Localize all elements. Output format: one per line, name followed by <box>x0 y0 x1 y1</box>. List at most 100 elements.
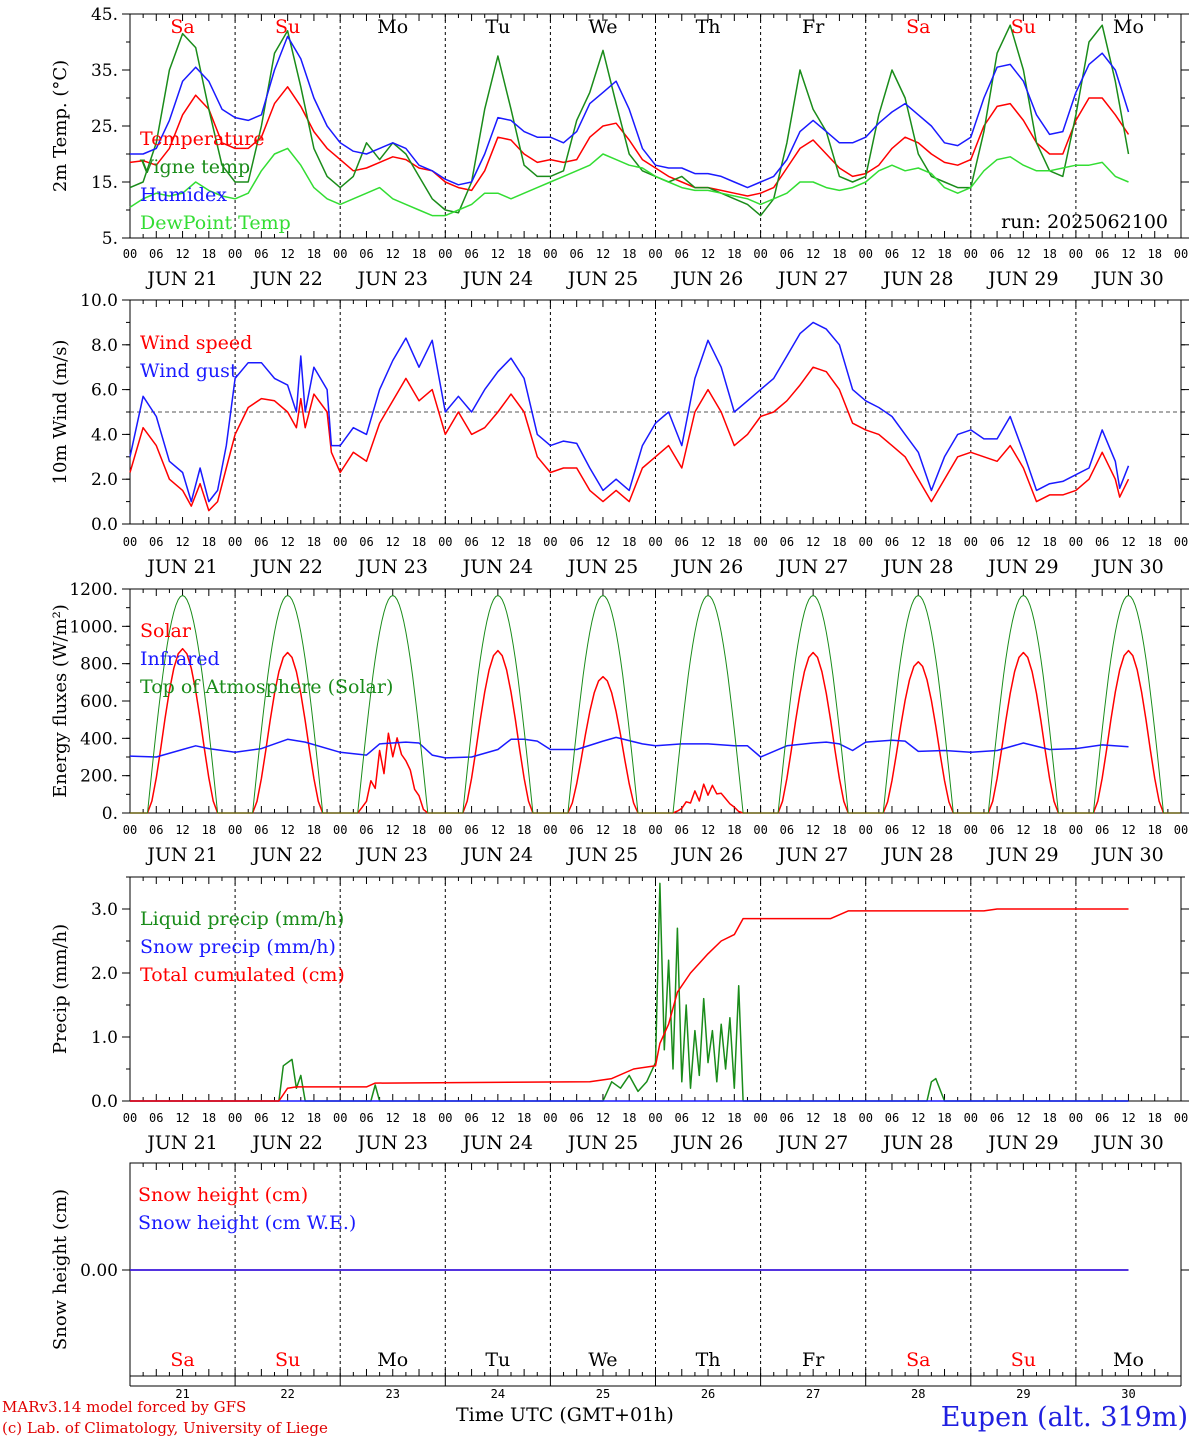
y-axis-label: Precip (mm/h) <box>50 924 71 1054</box>
hour-tick-label: 18 <box>1147 1111 1161 1125</box>
y-tick-label: 45. <box>91 5 118 25</box>
hour-tick-label: 06 <box>569 823 583 837</box>
hour-tick-label: 06 <box>149 823 163 837</box>
legend-entry: Temperature <box>140 128 264 150</box>
hour-tick-label: 18 <box>307 247 321 261</box>
hour-tick-label: 00 <box>123 1111 137 1125</box>
hour-tick-label: 18 <box>1042 1111 1056 1125</box>
hour-tick-label: 00 <box>543 823 557 837</box>
hour-tick-label: 18 <box>202 535 216 549</box>
hour-tick-label: 12 <box>1016 247 1030 261</box>
hour-tick-label: 00 <box>123 823 137 837</box>
date-label: JUN 21 <box>145 556 217 578</box>
hour-tick-label: 12 <box>280 247 294 261</box>
hour-tick-label: 06 <box>675 535 689 549</box>
hour-tick-label: 12 <box>386 1111 400 1125</box>
hour-tick-label: 18 <box>1042 823 1056 837</box>
hour-tick-label: 06 <box>780 535 794 549</box>
legend-entry: Snow height (cm W.E.) <box>138 1212 356 1234</box>
hour-tick-label: 18 <box>937 1111 951 1125</box>
hour-tick-label: 00 <box>964 1111 978 1125</box>
day-number-label: 26 <box>701 1387 715 1401</box>
hour-tick-label: 18 <box>412 823 426 837</box>
y-tick-label: 0.00 <box>80 1261 118 1281</box>
hour-tick-label: 18 <box>517 823 531 837</box>
hour-tick-label: 12 <box>1121 823 1135 837</box>
y-tick-label: 25. <box>91 117 118 137</box>
hour-tick-label: 18 <box>727 1111 741 1125</box>
hour-tick-label: 06 <box>359 535 373 549</box>
y-tick-label: 8.0 <box>91 336 118 356</box>
y-tick-label: 400. <box>80 729 118 749</box>
hour-tick-label: 12 <box>1016 823 1030 837</box>
hour-tick-label: 06 <box>885 535 899 549</box>
hour-tick-label: 00 <box>543 247 557 261</box>
hour-tick-label: 12 <box>701 823 715 837</box>
hour-tick-label: 12 <box>1121 535 1135 549</box>
hour-tick-label: 12 <box>806 1111 820 1125</box>
legend-entry: Wind gust <box>140 360 238 382</box>
y-axis-label: 10m Wind (m/s) <box>50 340 71 485</box>
y-axis-label: 2m Temp. (°C) <box>50 60 71 192</box>
hour-tick-label: 00 <box>1069 247 1083 261</box>
hour-tick-label: 06 <box>149 1111 163 1125</box>
legend-entry: Infrared <box>140 648 220 670</box>
hour-tick-label: 18 <box>412 247 426 261</box>
hour-tick-label: 06 <box>464 1111 478 1125</box>
hour-tick-label: 12 <box>1016 1111 1030 1125</box>
date-label: JUN 27 <box>776 1132 848 1154</box>
weekday-label: Su <box>275 1349 300 1371</box>
legend-entry: DewPoint Temp <box>140 212 291 234</box>
weekday-label: Fr <box>802 1349 825 1371</box>
weekday-label: Mo <box>377 1349 408 1371</box>
hour-tick-label: 00 <box>1174 247 1188 261</box>
hour-tick-label: 06 <box>990 247 1004 261</box>
hour-tick-label: 06 <box>1095 1111 1109 1125</box>
hour-tick-label: 06 <box>990 823 1004 837</box>
date-label: JUN 27 <box>776 556 848 578</box>
hour-tick-label: 12 <box>175 823 189 837</box>
date-label: JUN 30 <box>1091 556 1163 578</box>
run-label: run: 2025062100 <box>1001 211 1168 233</box>
hour-tick-label: 18 <box>202 1111 216 1125</box>
series-line <box>129 24 1130 217</box>
hour-tick-label: 18 <box>937 823 951 837</box>
weekday-label: Su <box>1011 16 1036 38</box>
hour-tick-label: 06 <box>675 823 689 837</box>
hour-tick-label: 06 <box>359 823 373 837</box>
hour-tick-label: 12 <box>701 247 715 261</box>
series-line <box>129 147 1129 217</box>
hour-tick-label: 18 <box>727 535 741 549</box>
hour-tick-label: 06 <box>780 823 794 837</box>
series-line <box>129 321 1130 503</box>
hour-tick-label: 18 <box>622 535 636 549</box>
hour-tick-label: 18 <box>727 823 741 837</box>
date-label: JUN 26 <box>671 844 743 866</box>
weekday-label: Sa <box>906 1349 930 1371</box>
y-tick-label: 5. <box>102 229 118 249</box>
hour-tick-label: 00 <box>123 247 137 261</box>
y-tick-label: 0.0 <box>91 1092 118 1112</box>
hour-tick-label: 00 <box>228 247 242 261</box>
weekday-label: We <box>588 1349 617 1371</box>
date-label: JUN 27 <box>776 268 848 290</box>
legend-entry: Snow precip (mm/h) <box>140 936 336 958</box>
hour-tick-label: 12 <box>806 535 820 549</box>
y-tick-label: 1200. <box>69 580 118 600</box>
date-label: JUN 28 <box>881 844 953 866</box>
hour-tick-label: 06 <box>780 1111 794 1125</box>
hour-tick-label: 00 <box>648 247 662 261</box>
hour-tick-label: 12 <box>701 535 715 549</box>
hour-tick-label: 12 <box>911 247 925 261</box>
day-number-label: 23 <box>386 1387 400 1401</box>
series-line <box>130 35 1130 189</box>
hour-tick-label: 18 <box>1147 823 1161 837</box>
date-label: JUN 29 <box>986 556 1058 578</box>
day-number-label: 24 <box>491 1387 505 1401</box>
hour-tick-label: 06 <box>675 247 689 261</box>
series-line <box>129 86 1130 197</box>
hour-tick-label: 06 <box>149 535 163 549</box>
date-label: JUN 22 <box>250 1132 322 1154</box>
hour-tick-label: 12 <box>491 535 505 549</box>
hour-tick-label: 00 <box>1069 535 1083 549</box>
